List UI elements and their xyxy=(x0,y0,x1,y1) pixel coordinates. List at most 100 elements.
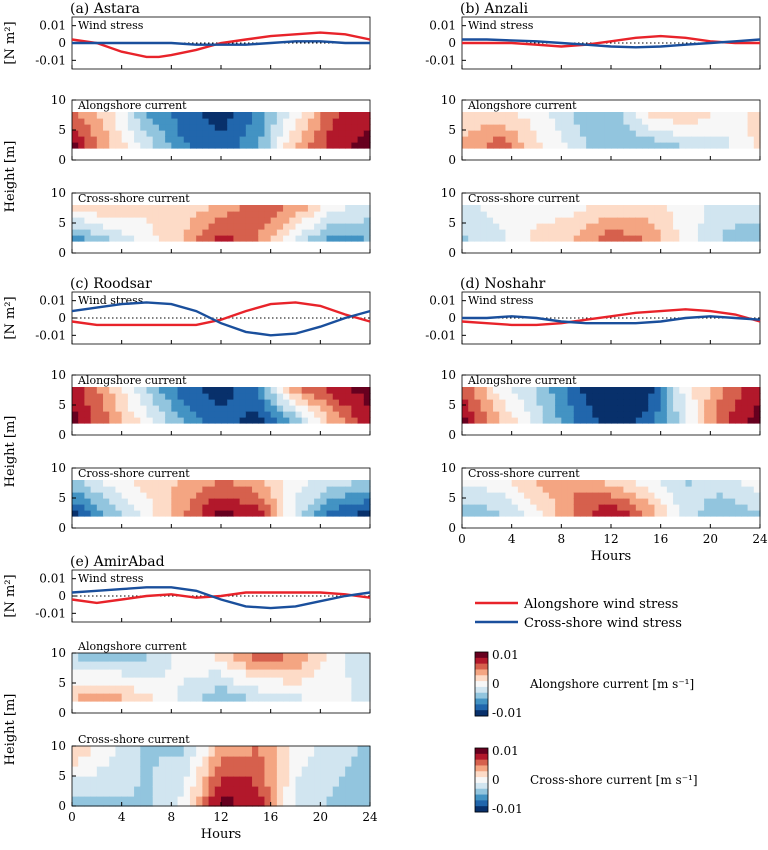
contour-cell xyxy=(722,217,730,224)
contour-cell xyxy=(146,405,154,412)
contour-cell xyxy=(84,498,92,505)
contour-cell xyxy=(511,411,519,418)
contour-cell xyxy=(158,685,166,694)
contour-cell xyxy=(611,229,618,236)
contour-cell xyxy=(295,211,303,218)
contour-cell xyxy=(666,393,674,400)
x-tick-label: 0 xyxy=(68,810,76,824)
contour-cell xyxy=(109,229,117,236)
contour-cell xyxy=(716,124,724,131)
contour-cell xyxy=(314,669,321,678)
contour-cell xyxy=(96,677,104,686)
contour-cell xyxy=(474,124,482,131)
contour-cell xyxy=(208,387,216,394)
contour-cell xyxy=(567,486,575,493)
contour-cell xyxy=(189,235,197,242)
contour-cell xyxy=(326,118,334,125)
contour-cell xyxy=(307,217,315,224)
contour-cell xyxy=(697,229,705,236)
contour-cell xyxy=(511,492,519,499)
contour-cell xyxy=(741,387,749,394)
contour-cell xyxy=(276,653,284,662)
contour-cell xyxy=(462,223,469,230)
contour-cell xyxy=(72,235,79,242)
contour-cell xyxy=(351,746,359,757)
contour-cell xyxy=(177,405,185,412)
contour-cell xyxy=(165,399,172,406)
contour-cell xyxy=(623,130,631,137)
contour-cell xyxy=(536,205,544,212)
contour-cell xyxy=(264,136,272,143)
contour-cell xyxy=(227,746,235,757)
contour-cell xyxy=(592,223,600,230)
contour-cell xyxy=(84,211,92,218)
contour-cell xyxy=(474,118,482,125)
contour-cell xyxy=(604,136,612,143)
contour-cell xyxy=(115,498,123,505)
contour-cell xyxy=(666,142,674,149)
contour-cell xyxy=(78,492,86,499)
contour-cell xyxy=(728,417,736,424)
contour-cell xyxy=(617,205,625,212)
contour-cell xyxy=(78,118,86,125)
contour-cell xyxy=(679,235,687,242)
contour-cell xyxy=(239,405,247,412)
contour-cell xyxy=(345,677,352,686)
contour-cell xyxy=(357,223,365,230)
y-tick-label: 0 xyxy=(58,311,66,325)
contour-cell xyxy=(480,124,488,131)
contour-cell xyxy=(598,399,606,406)
contour-cell xyxy=(183,492,191,499)
contour-cell xyxy=(121,399,129,406)
contour-cell xyxy=(158,118,166,125)
contour-cell xyxy=(642,492,649,499)
contour-cell xyxy=(586,480,593,487)
contour-cell xyxy=(96,211,104,218)
contour-cell xyxy=(252,669,259,678)
contour-cell xyxy=(555,229,562,236)
contour-cell xyxy=(109,766,117,777)
y-tick-label: 0 xyxy=(58,153,66,167)
contour-cell xyxy=(165,118,172,125)
contour-cell xyxy=(493,124,500,131)
contour-cell xyxy=(183,130,191,137)
contour-cell xyxy=(214,653,222,662)
contour-cell xyxy=(462,480,469,487)
contour-cell xyxy=(96,486,104,493)
contour-cell xyxy=(462,387,469,394)
contour-cell xyxy=(221,746,228,757)
contour-cell xyxy=(629,223,637,230)
contour-cell xyxy=(252,118,259,125)
contour-cell xyxy=(252,405,259,412)
contour-cell xyxy=(753,417,761,424)
contour-cell xyxy=(245,776,253,787)
contour-cell xyxy=(660,124,668,131)
contour-cell xyxy=(208,118,216,125)
contour-cell xyxy=(78,693,86,702)
wind-stress-label: Wind stress xyxy=(78,572,144,585)
contour-cell xyxy=(258,112,266,119)
contour-cell xyxy=(72,661,79,670)
contour-cell xyxy=(345,211,352,218)
contour-cell xyxy=(177,112,185,119)
contour-cell xyxy=(270,504,278,511)
contour-cell xyxy=(140,498,148,505)
contour-cell xyxy=(735,130,742,137)
contour-cell xyxy=(96,399,104,406)
contour-cell xyxy=(493,411,500,418)
contour-cell xyxy=(486,411,494,418)
contour-cell xyxy=(635,136,643,143)
contour-cell xyxy=(511,498,519,505)
contour-cell xyxy=(542,118,550,125)
contour-cell xyxy=(270,387,278,394)
contour-cell xyxy=(691,205,699,212)
contour-cell xyxy=(604,393,612,400)
contour-cell xyxy=(127,492,135,499)
contour-cell xyxy=(586,235,593,242)
contour-cell xyxy=(289,387,297,394)
contour-cell xyxy=(542,504,550,511)
contour-cell xyxy=(623,112,631,119)
contour-cell xyxy=(177,677,185,686)
contour-cell xyxy=(165,766,172,777)
contour-cell xyxy=(573,411,581,418)
